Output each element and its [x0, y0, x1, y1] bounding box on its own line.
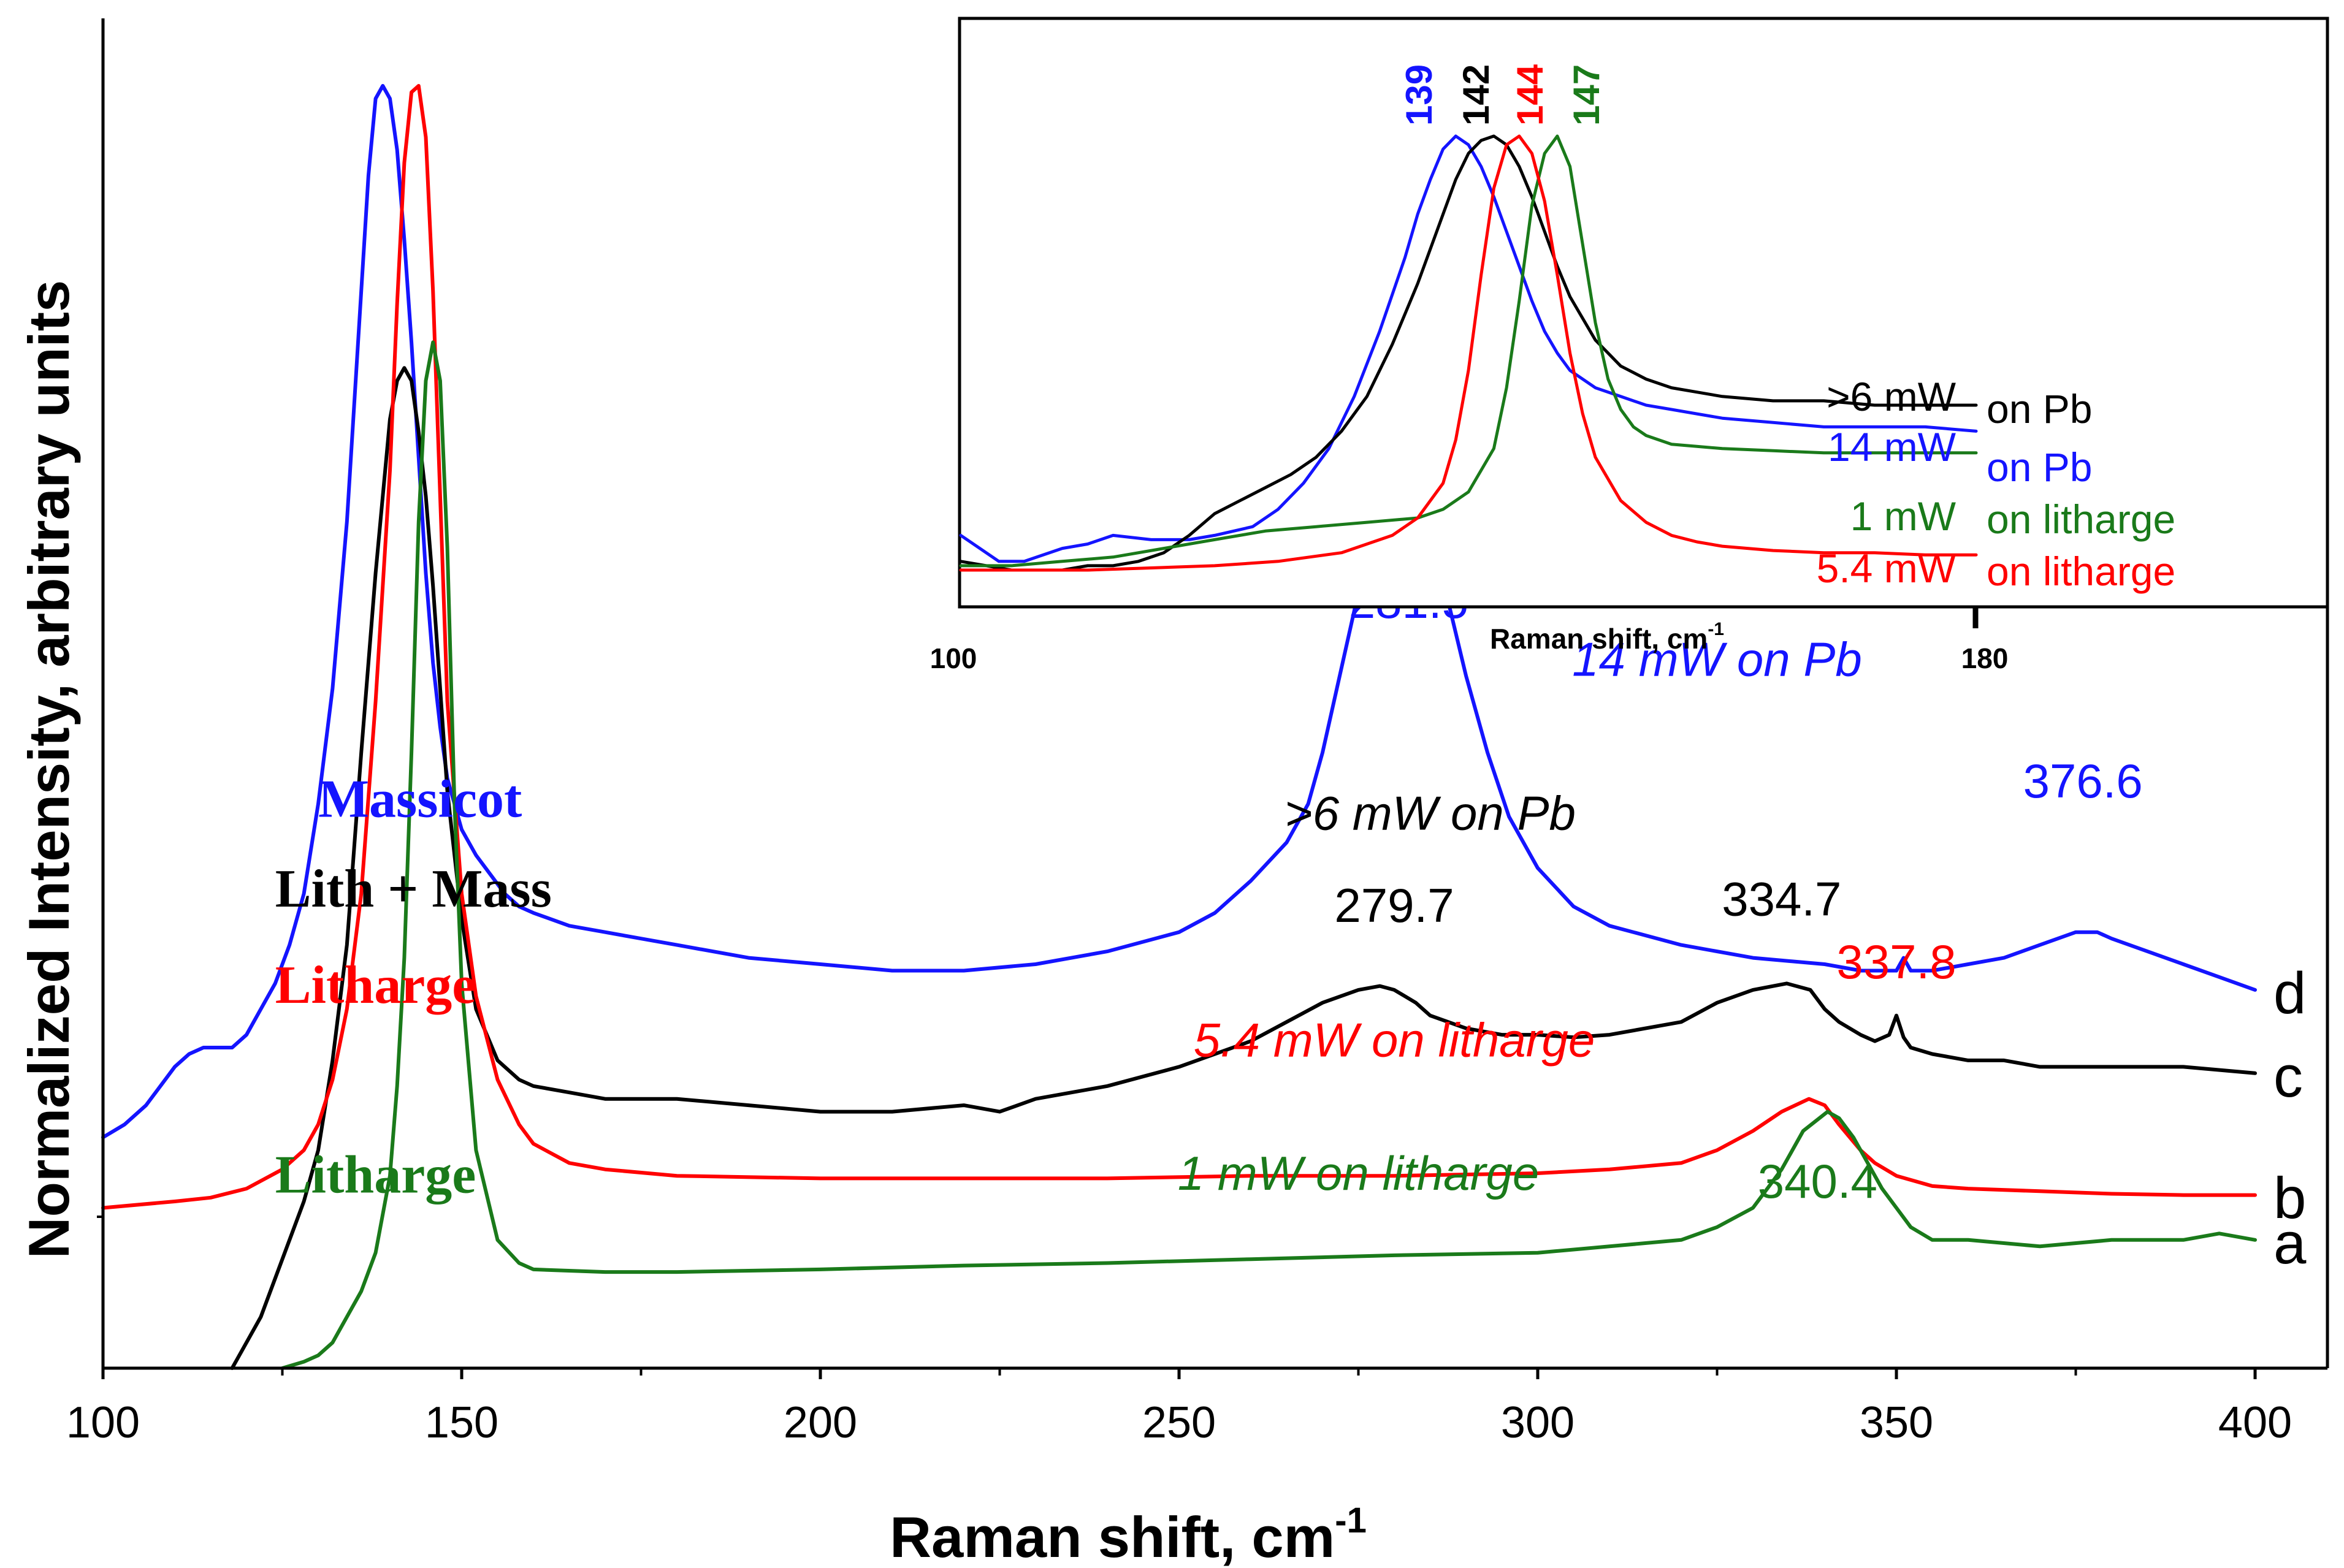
label-massicot: Massicot [318, 769, 522, 829]
inset-sample-inset-black: on Pb [1987, 386, 2092, 432]
inset-line-inset-red [959, 134, 1978, 572]
x-axis-label: Raman shift, cm-1 [890, 1501, 1367, 1568]
inset-curves [959, 134, 1978, 572]
inset-peak-labels: 139 142 147 144 [1399, 64, 1607, 126]
inset-power-labels: 14 mW >6 mW 1 mW 5.4 mW [1817, 374, 1957, 591]
series-name-labels: Massicot Lith + Mass Litharge Litharge [275, 769, 552, 1205]
inset-peak-label-147: 147 [1566, 64, 1607, 126]
inset-tick-label-100: 100 [930, 642, 977, 674]
x-tick-label-400: 400 [2218, 1398, 2292, 1447]
main-x-tick-labels: 100 150 200 250 300 350 400 [66, 1398, 2292, 1447]
series-letter-a: a [2273, 1211, 2307, 1276]
label-litharge-b: Litharge [275, 956, 476, 1015]
inset-tick-label-180: 180 [1961, 642, 2009, 674]
label-litharge-a: Litharge [275, 1145, 476, 1205]
inset-sample-inset-blue: on Pb [1987, 444, 2092, 490]
main-x-ticks [101, 1368, 2257, 1379]
inset-power-inset-green: 1 mW [1850, 493, 1957, 539]
series-letter-b: b [2273, 1166, 2306, 1231]
inset-line-inset-blue [959, 134, 1978, 563]
inset-sample-inset-green: on litharge [1987, 497, 2175, 542]
annotation-peak-334-7: 334.7 [1722, 872, 1841, 926]
annotation-cond-d: 14 mW on Pb [1572, 632, 1862, 686]
annotation-peak-279-7: 279.7 [1334, 878, 1454, 932]
series-line-a [280, 340, 2257, 1370]
x-tick-label-300: 300 [1501, 1398, 1575, 1447]
inset-power-inset-red: 5.4 mW [1817, 546, 1957, 591]
x-tick-label-200: 200 [784, 1398, 857, 1447]
inset-power-inset-blue: 14 mW [1828, 424, 1957, 470]
annotation-cond-c: >6 mW on Pb [1285, 786, 1576, 840]
inset-peak-label-142: 142 [1456, 64, 1497, 126]
annotation-peak-340-4: 340.4 [1758, 1154, 1877, 1208]
annotation-cond-b: 5.4 mW on litharge [1194, 1013, 1595, 1067]
series-letter-c: c [2273, 1044, 2303, 1109]
inset-sample-inset-red: on litharge [1987, 549, 2175, 594]
x-tick-label-250: 250 [1142, 1398, 1216, 1447]
inset-power-inset-black: >6 mW [1827, 374, 1957, 419]
inset-line-inset-black [959, 134, 1978, 572]
series-line-b [101, 84, 2257, 1210]
x-axis-label-superscript: -1 [1335, 1501, 1367, 1540]
x-axis-label-text: Raman shift, cm [890, 1505, 1335, 1568]
annotation-cond-a: 1 mW on litharge [1178, 1146, 1540, 1200]
series-letter-d: d [2273, 961, 2306, 1026]
label-lith-mass: Lith + Mass [275, 859, 552, 919]
annotation-peak-337-8: 337.8 [1836, 935, 1956, 989]
x-tick-label-100: 100 [66, 1398, 140, 1447]
y-axis-label: Normalized Intensity, arbitrary units [17, 280, 81, 1259]
inset-x-axis-label-text: Raman shift, cm [1490, 623, 1708, 655]
inset-peak-label-144: 144 [1510, 64, 1551, 126]
inset-plot: 100 180 Raman shift, cm-1 139 142 147 144 1… [930, 17, 2329, 674]
inset-peak-label-139: 139 [1399, 64, 1440, 126]
annotation-peak-376-6: 376.6 [2023, 754, 2143, 808]
series-line-d [101, 84, 2257, 1140]
inset-line-inset-green [959, 134, 1978, 568]
main-curves [101, 84, 2257, 1370]
inset-sample-labels: on Pb on Pb on litharge on litharge [1987, 386, 2175, 594]
inset-x-axis-label: Raman shift, cm-1 [1490, 619, 1724, 655]
inset-frame [958, 17, 2329, 609]
x-tick-label-150: 150 [425, 1398, 498, 1447]
x-tick-label-350: 350 [1860, 1398, 1933, 1447]
inset-x-axis-label-superscript: -1 [1708, 619, 1724, 639]
